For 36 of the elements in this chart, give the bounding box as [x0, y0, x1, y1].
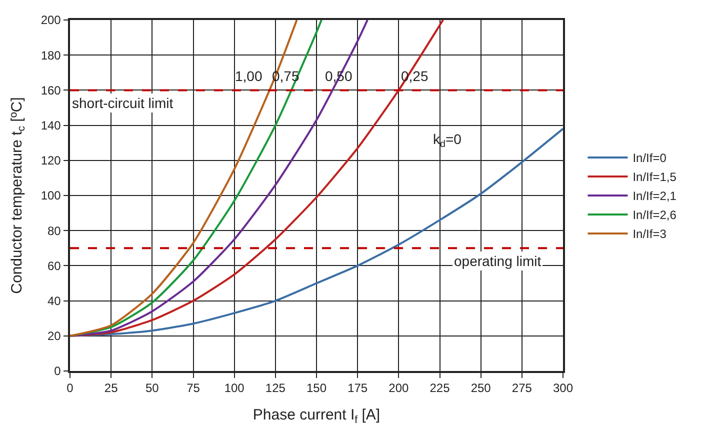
y-tick-label: 60: [47, 258, 62, 273]
y-tick-label: 120: [40, 154, 62, 168]
y-tick-label: 0: [54, 364, 62, 378]
x-axis-title: Phase current I$_{f}$ [A]: [252, 406, 380, 426]
annotation: k$_{d}$=0: [433, 131, 462, 150]
x-tick-label: 175: [348, 381, 368, 396]
x-tick-label: 150: [306, 381, 327, 396]
legend-label: In/If=1,5: [632, 170, 677, 184]
y-tick-label: 40: [47, 294, 62, 308]
annotation: 1,00: [235, 68, 262, 84]
y-tick-label: 80: [47, 224, 62, 238]
ref-line-label: operating limit: [454, 253, 542, 269]
x-tick-label: 50: [145, 381, 160, 396]
y-tick-label: 160: [40, 83, 62, 98]
x-tick-label: 0: [66, 381, 74, 396]
x-tick-label: 300: [552, 381, 574, 396]
y-tick-label: 20: [47, 329, 62, 344]
x-tick-label: 25: [104, 381, 118, 396]
ref-line-label: short-circuit limit: [72, 95, 174, 111]
line-series: [70, 20, 444, 337]
y-tick-label: 100: [40, 188, 62, 203]
legend-label: In/If=3: [632, 227, 667, 242]
y-tick-label: 200: [40, 13, 62, 28]
x-tick-label: 200: [388, 381, 409, 396]
line-series: [70, 20, 368, 337]
x-tick-label: 225: [430, 381, 450, 396]
legend-label: In/If=2,1: [632, 189, 677, 204]
legend-label: In/If=2,6: [632, 208, 677, 222]
x-tick-label: 125: [265, 381, 286, 396]
x-tick-label: 100: [224, 381, 245, 396]
x-tick-label: 250: [470, 381, 492, 396]
y-tick-label: 180: [40, 48, 62, 62]
x-tick-label: 275: [512, 381, 532, 396]
x-tick-label: 75: [186, 381, 200, 396]
legend-label: In/If=0: [632, 151, 667, 166]
y-tick-label: 140: [40, 118, 62, 132]
